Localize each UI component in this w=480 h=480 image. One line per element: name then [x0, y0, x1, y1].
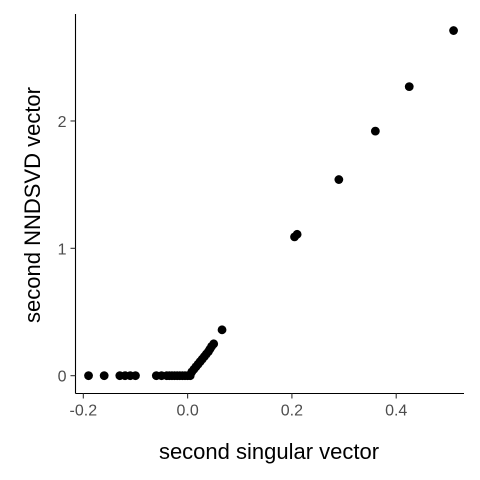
data-point — [131, 371, 140, 381]
x-tick-label: 0.2 — [281, 403, 303, 420]
data-points — [84, 26, 458, 381]
y-tick-label: 2 — [58, 114, 67, 131]
data-point — [334, 175, 344, 184]
data-point — [84, 371, 93, 381]
data-point — [209, 339, 219, 349]
y-axis-ticks: 0 1 2 — [58, 114, 76, 386]
y-axis-title: second NNDSVD vector — [20, 87, 45, 323]
data-point — [449, 26, 458, 35]
y-tick-label: 0 — [58, 369, 67, 386]
x-axis-title: second singular vector — [159, 439, 379, 464]
data-point — [370, 126, 380, 136]
x-tick-label: -0.2 — [70, 403, 98, 420]
y-tick-label: 1 — [58, 241, 67, 258]
x-axis-ticks: -0.2 0.0 0.2 0.4 — [70, 393, 407, 420]
x-tick-label: 0.0 — [176, 403, 198, 420]
data-point — [404, 82, 414, 91]
data-point — [99, 371, 109, 381]
data-point — [292, 229, 302, 239]
data-point — [217, 325, 227, 335]
x-tick-label: 0.4 — [385, 403, 407, 420]
